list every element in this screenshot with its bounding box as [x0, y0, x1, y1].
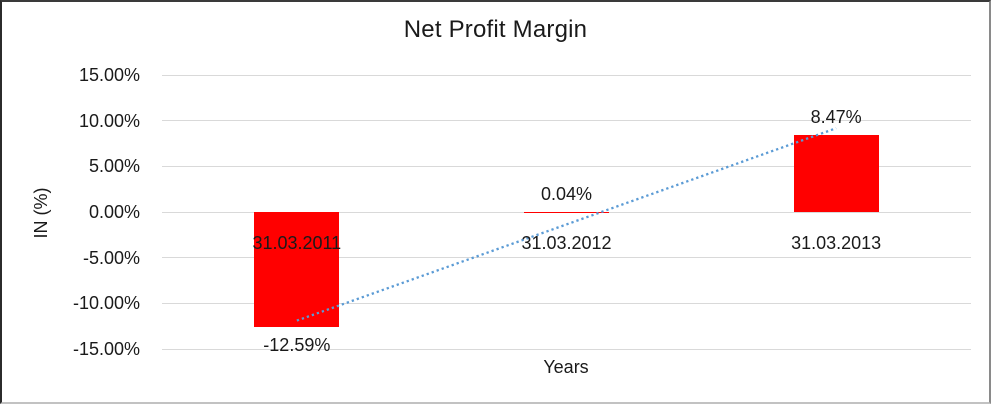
gridline	[162, 74, 971, 76]
bar	[793, 134, 879, 212]
y-tick-label: -10.00%	[72, 293, 140, 314]
bar-data-label: 8.47%	[810, 106, 862, 127]
y-tick-label: -5.00%	[82, 247, 140, 268]
bar-data-label: -12.59%	[263, 334, 331, 355]
gridline	[162, 348, 971, 350]
trendline	[296, 127, 837, 322]
bar-data-label: 0.04%	[540, 183, 593, 204]
category-label: 31.03.2011	[252, 233, 342, 253]
y-tick-label: 10.00%	[78, 110, 140, 131]
category-label: 31.03.2013	[791, 233, 882, 253]
gridline	[162, 120, 971, 122]
chart-title: Net Profit Margin	[403, 16, 588, 43]
category-label: 31.03.2012	[521, 233, 612, 253]
y-tick-label: 0.00%	[88, 202, 140, 222]
bar	[254, 212, 340, 327]
y-tick-label: 15.00%	[78, 65, 140, 85]
y-tick-label: 5.00%	[88, 156, 140, 177]
y-tick-label: -15.00%	[72, 339, 140, 359]
x-axis-title: Years	[543, 357, 589, 377]
